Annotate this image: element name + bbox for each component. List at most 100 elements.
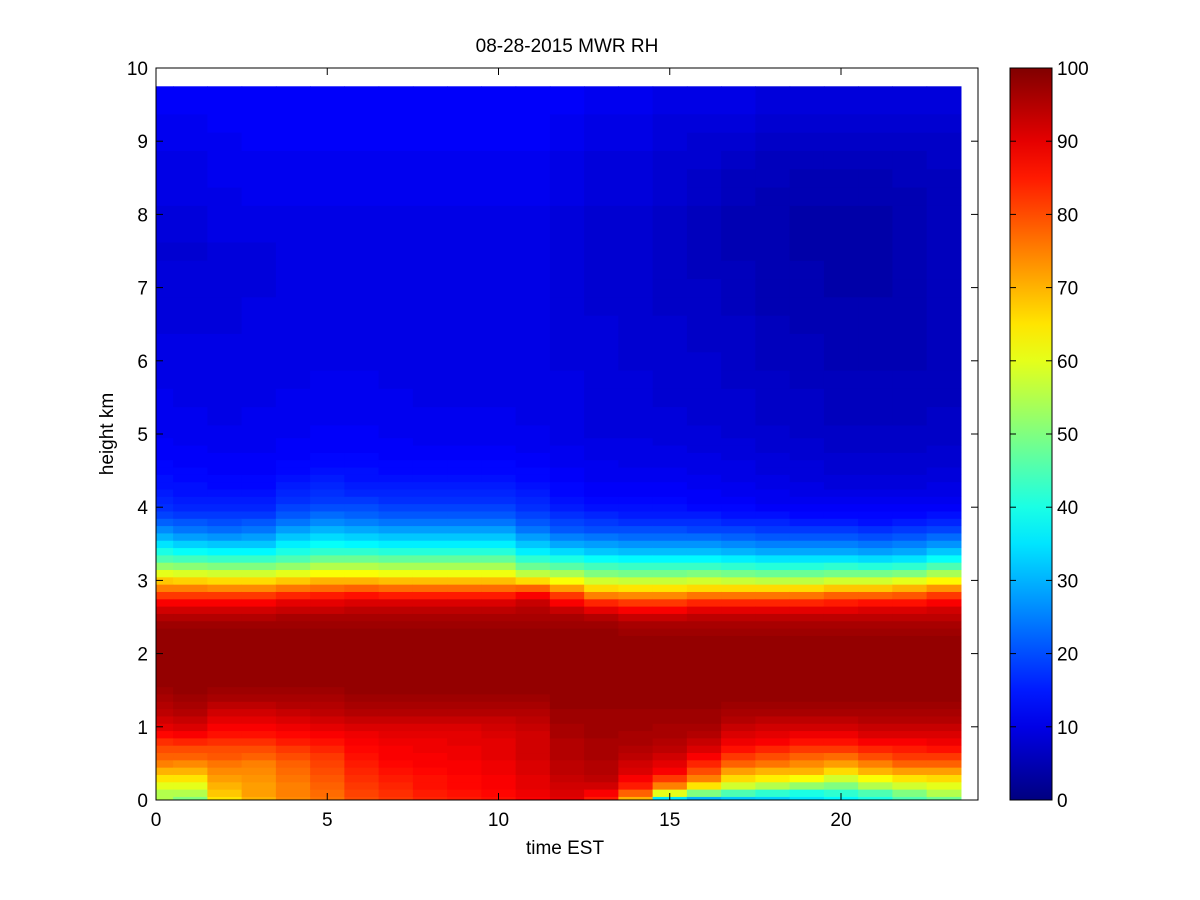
heatmap-cell	[584, 333, 619, 353]
heatmap-cell	[926, 315, 962, 334]
heatmap-cell	[310, 562, 345, 571]
heatmap-cell	[344, 554, 380, 563]
heatmap-cell	[789, 241, 825, 261]
heatmap-cell	[378, 598, 414, 607]
heatmap-cell	[549, 554, 585, 563]
heatmap-cell	[344, 525, 380, 534]
heatmap-cell	[481, 635, 517, 644]
heatmap-cell	[378, 241, 414, 261]
heatmap-cell	[584, 569, 619, 578]
y-tick-label: 10	[127, 59, 148, 80]
heatmap-cell	[412, 671, 448, 680]
heatmap-cell	[481, 532, 517, 541]
heatmap-cell	[926, 150, 962, 170]
heatmap-cell	[447, 598, 482, 607]
heatmap-cell	[926, 723, 962, 732]
heatmap-cell	[652, 406, 688, 426]
heatmap-cell	[789, 701, 825, 710]
heatmap-cell	[892, 701, 928, 710]
heatmap-cell	[652, 708, 688, 717]
heatmap-cell	[241, 452, 277, 461]
heatmap-cell	[618, 452, 654, 461]
heatmap-cell	[892, 730, 928, 739]
heatmap-cell	[447, 759, 482, 768]
heatmap-cell	[310, 657, 345, 666]
heatmap-cell	[447, 649, 482, 658]
heatmap-cell	[241, 168, 277, 188]
heatmap-cell	[173, 488, 208, 497]
heatmap-cell	[156, 351, 174, 371]
heatmap-cell	[618, 241, 654, 261]
heatmap-cell	[755, 752, 791, 761]
heatmap-cell	[481, 737, 517, 746]
heatmap-cell	[926, 774, 962, 783]
heatmap-cell	[378, 205, 414, 225]
heatmap-cell	[755, 693, 791, 702]
heatmap-cell	[721, 315, 756, 334]
heatmap-cell	[481, 503, 517, 512]
heatmap-cell	[789, 598, 825, 607]
heatmap-cell	[549, 598, 585, 607]
heatmap-cell	[344, 168, 380, 188]
heatmap-cell	[207, 186, 243, 206]
heatmap-cell	[823, 584, 859, 592]
heatmap-cell	[207, 113, 243, 133]
heatmap-cell	[618, 333, 654, 353]
heatmap-cell	[789, 693, 825, 702]
heatmap-cell	[858, 642, 893, 651]
heatmap-cell	[207, 796, 243, 800]
heatmap-cell	[789, 459, 825, 468]
y-tick-label: 2	[137, 645, 148, 666]
heatmap-cell	[241, 642, 277, 651]
heatmap-cell	[721, 774, 756, 783]
heatmap-cell	[481, 113, 517, 133]
heatmap-cell	[241, 186, 277, 206]
colorbar-tick-label: 90	[1057, 132, 1078, 153]
heatmap-cell	[926, 437, 962, 446]
heatmap-cell	[412, 223, 448, 243]
heatmap-cell	[789, 796, 825, 800]
heatmap-cell	[652, 789, 688, 797]
heatmap-cell	[378, 627, 414, 636]
heatmap-cell	[789, 657, 825, 666]
heatmap-cell	[686, 437, 722, 446]
heatmap-cell	[652, 591, 688, 600]
heatmap-cell	[892, 150, 928, 170]
heatmap-cell	[173, 649, 208, 658]
heatmap-cell	[858, 613, 893, 622]
heatmap-cell	[310, 774, 345, 783]
heatmap-cell	[481, 437, 517, 446]
heatmap-cell	[549, 481, 585, 490]
heatmap-cell	[515, 767, 551, 775]
heatmap-cell	[789, 613, 825, 622]
heatmap-cell	[789, 296, 825, 316]
heatmap-cell	[755, 547, 791, 556]
heatmap-cell	[618, 759, 654, 768]
heatmap-cell	[447, 642, 482, 651]
heatmap-cell	[173, 686, 208, 695]
heatmap-cell	[156, 562, 174, 571]
heatmap-cell	[892, 278, 928, 298]
heatmap-cell	[584, 781, 619, 790]
heatmap-cell	[618, 278, 654, 298]
heatmap-cell	[823, 452, 859, 461]
heatmap-cell	[447, 627, 482, 636]
heatmap-cell	[892, 488, 928, 497]
heatmap-cell	[310, 554, 345, 563]
heatmap-cell	[310, 223, 345, 243]
heatmap-cell	[344, 351, 380, 371]
heatmap-cell	[618, 591, 654, 600]
heatmap-cell	[858, 715, 893, 724]
heatmap-cell	[481, 627, 517, 636]
heatmap-cell	[173, 459, 208, 468]
heatmap-cell	[207, 679, 243, 688]
heatmap-cell	[549, 723, 585, 732]
heatmap-cell	[156, 664, 174, 673]
heatmap-cell	[721, 406, 756, 426]
heatmap-cell	[926, 540, 962, 549]
heatmap-cell	[721, 679, 756, 688]
heatmap-cell	[275, 767, 311, 775]
heatmap-cell	[515, 296, 551, 316]
heatmap-cell	[344, 606, 380, 614]
heatmap-cell	[721, 576, 756, 585]
